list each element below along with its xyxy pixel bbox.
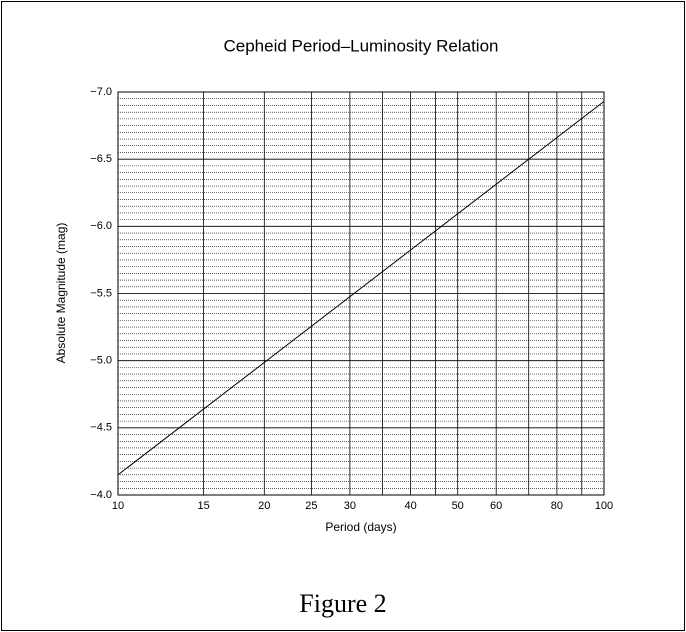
x-tick-label: 60 — [490, 500, 502, 512]
x-tick-label: 25 — [305, 500, 317, 512]
y-axis-label: Absolute Magnitude (mag) — [54, 223, 68, 364]
x-tick-label: 20 — [258, 500, 270, 512]
x-tick-label: 10 — [112, 500, 124, 512]
line — [117, 101, 605, 476]
x-tick-label: 100 — [595, 500, 613, 512]
x-tick-label: 15 — [197, 500, 209, 512]
y-tick-label: −4.5 — [90, 422, 112, 434]
y-tick-label: −5.5 — [90, 287, 112, 299]
y-tick-label: −7.0 — [90, 86, 112, 98]
x-tick-label: 30 — [344, 500, 356, 512]
x-axis-label: Period (days) — [325, 520, 396, 534]
y-tick-label: −5.0 — [90, 355, 112, 367]
plot-frame — [117, 91, 605, 496]
x-tick-label: 80 — [551, 500, 563, 512]
chart-title: Cepheid Period–Luminosity Relation — [224, 36, 499, 55]
y-tick-label: −6.0 — [90, 220, 112, 232]
caption: Figure 2 — [299, 589, 386, 618]
x-tick-label: 40 — [404, 500, 416, 512]
x-tick-label: 50 — [452, 500, 464, 512]
y-tick-label: −4.0 — [90, 489, 112, 501]
y-tick-label: −6.5 — [90, 153, 112, 165]
